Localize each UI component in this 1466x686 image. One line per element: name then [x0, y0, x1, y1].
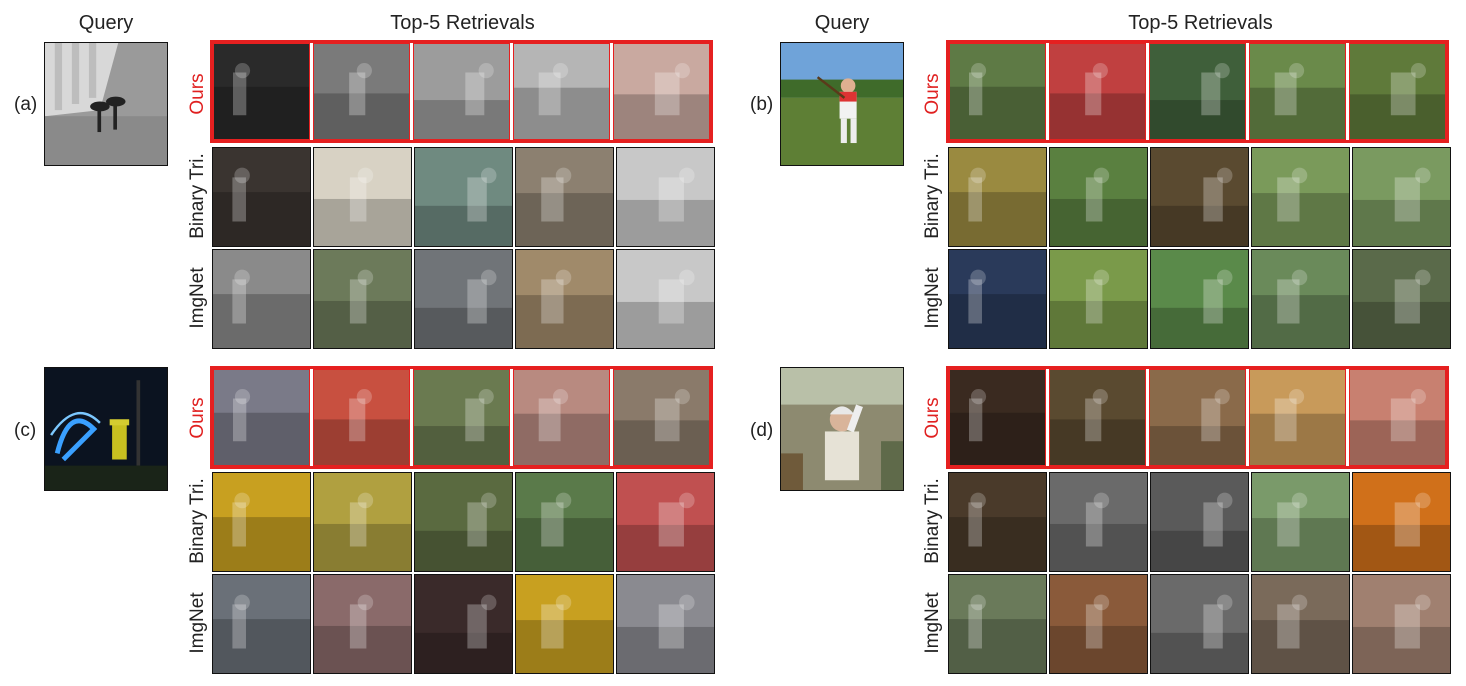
- row-label-ours-c: Ours: [187, 397, 208, 439]
- panel-label-d: (d): [750, 420, 774, 441]
- retrieval-image: [212, 574, 311, 674]
- row-label-ours-a: Ours: [187, 73, 208, 115]
- row-label-ours-b: Ours: [922, 73, 943, 115]
- retrieval-strip-binary-c: [212, 472, 715, 572]
- retrieval-image: [1251, 147, 1350, 247]
- retrieval-image: [1251, 472, 1350, 572]
- retrieval-image: [212, 472, 311, 572]
- retrieval-image: [1349, 43, 1446, 140]
- retrieval-strip-imagenet-a: [212, 249, 715, 349]
- retrieval-image: [1251, 249, 1350, 349]
- retrieval-strip-ours-c: [210, 366, 713, 469]
- row-label-imagenet-c: ImgNet: [187, 592, 208, 654]
- retrieval-image: [313, 369, 410, 466]
- retrieval-strip-ours-b: [946, 40, 1449, 143]
- query-header-left: Query: [78, 12, 134, 34]
- retrieval-image: [1352, 147, 1451, 247]
- retrieval-image: [1150, 249, 1249, 349]
- retrieval-image: [414, 472, 513, 572]
- retrieval-image: [948, 472, 1047, 572]
- row-label-ours-d: Ours: [922, 397, 943, 439]
- retrieval-image: [515, 249, 614, 349]
- retrieval-image: [413, 43, 510, 140]
- retrieval-image: [414, 574, 513, 674]
- retrieval-image: [513, 43, 610, 140]
- retrieval-image: [1349, 369, 1446, 466]
- retrieval-image: [616, 472, 715, 572]
- retrieval-image: [948, 249, 1047, 349]
- panel-label-b: (b): [750, 94, 774, 115]
- row-label-imagenet-a: ImgNet: [187, 267, 208, 329]
- retrieval-image: [1049, 43, 1146, 140]
- retrieval-image: [1352, 472, 1451, 572]
- retrieval-image: [313, 147, 412, 247]
- retrieval-image: [313, 574, 412, 674]
- row-label-binary-c: Binary Tri.: [187, 478, 208, 564]
- retrieval-image: [414, 249, 513, 349]
- retrieval-image: [1150, 574, 1249, 674]
- query-image-a: [44, 42, 168, 166]
- retrieval-image: [948, 147, 1047, 247]
- retrieval-image: [1352, 574, 1451, 674]
- retrieval-image: [513, 369, 610, 466]
- retrieval-strip-imagenet-b: [948, 249, 1451, 349]
- retrieval-image: [213, 43, 310, 140]
- retrieval-image: [613, 369, 710, 466]
- retrieval-image: [1249, 43, 1346, 140]
- panel-label-a: (a): [14, 94, 38, 115]
- query-image-b: [780, 42, 904, 166]
- retrieval-image: [616, 249, 715, 349]
- retrievals-header-left: Top-5 Retrievals: [390, 12, 535, 34]
- retrieval-image: [1049, 574, 1148, 674]
- retrieval-strip-ours-a: [210, 40, 713, 143]
- retrieval-image: [1150, 147, 1249, 247]
- retrieval-image: [949, 369, 1046, 466]
- retrieval-image: [313, 43, 410, 140]
- retrieval-image: [1149, 369, 1246, 466]
- retrieval-strip-binary-a: [212, 147, 715, 247]
- retrieval-image: [213, 369, 310, 466]
- retrieval-image: [1249, 369, 1346, 466]
- row-label-binary-b: Binary Tri.: [922, 153, 943, 239]
- retrieval-strip-binary-b: [948, 147, 1451, 247]
- retrieval-image: [1149, 43, 1246, 140]
- retrieval-image: [1049, 472, 1148, 572]
- row-label-imagenet-d: ImgNet: [922, 592, 943, 654]
- retrieval-image: [616, 574, 715, 674]
- retrieval-image: [1150, 472, 1249, 572]
- retrieval-image: [212, 147, 311, 247]
- retrieval-image: [616, 147, 715, 247]
- retrieval-image: [313, 472, 412, 572]
- retrieval-image: [949, 43, 1046, 140]
- retrieval-strip-ours-d: [946, 366, 1449, 469]
- retrieval-image: [1049, 369, 1146, 466]
- retrieval-strip-imagenet-d: [948, 574, 1451, 674]
- retrieval-image: [948, 574, 1047, 674]
- retrieval-image: [1352, 249, 1451, 349]
- retrieval-image: [413, 369, 510, 466]
- retrieval-image: [414, 147, 513, 247]
- retrieval-image: [515, 472, 614, 572]
- row-label-binary-a: Binary Tri.: [187, 153, 208, 239]
- retrieval-image: [515, 147, 614, 247]
- row-label-binary-d: Binary Tri.: [922, 478, 943, 564]
- panel-label-c: (c): [14, 420, 37, 441]
- retrieval-image: [1049, 147, 1148, 247]
- query-image-d: [780, 367, 904, 491]
- query-image-c: [44, 367, 168, 491]
- query-header-right: Query: [814, 12, 870, 34]
- retrieval-image: [212, 249, 311, 349]
- retrieval-image: [515, 574, 614, 674]
- retrieval-image: [613, 43, 710, 140]
- retrieval-strip-imagenet-c: [212, 574, 715, 674]
- row-label-imagenet-b: ImgNet: [922, 267, 943, 329]
- retrieval-image: [313, 249, 412, 349]
- retrieval-image: [1251, 574, 1350, 674]
- retrievals-header-right: Top-5 Retrievals: [1128, 12, 1273, 34]
- retrieval-strip-binary-d: [948, 472, 1451, 572]
- retrieval-image: [1049, 249, 1148, 349]
